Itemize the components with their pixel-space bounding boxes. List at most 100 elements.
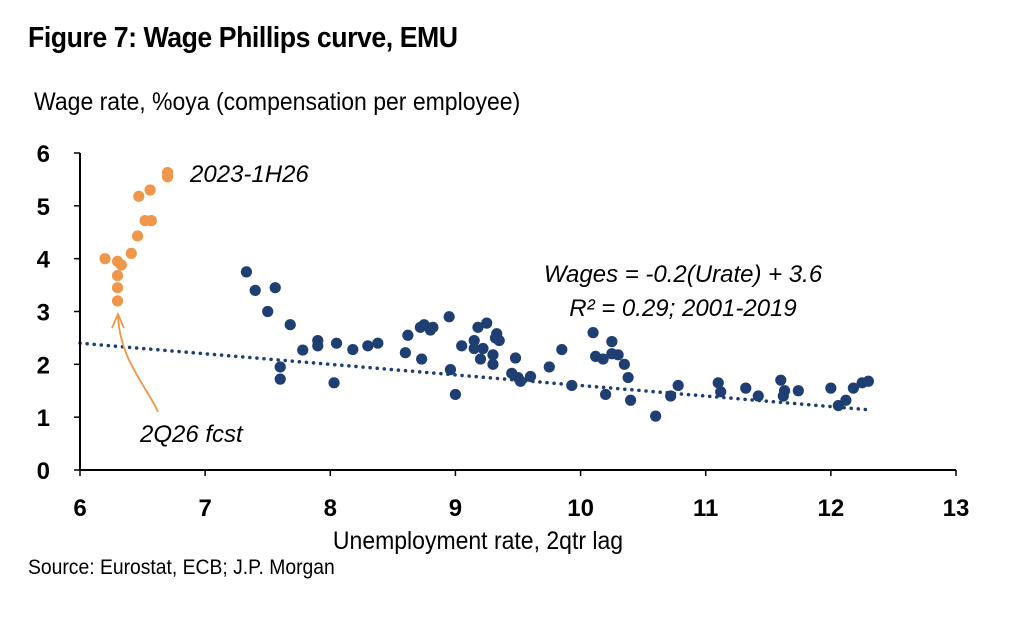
y-tick-label: 4 — [37, 247, 51, 274]
data-point-historical — [240, 266, 253, 278]
data-point-historical — [262, 305, 274, 318]
data-point-historical — [524, 370, 537, 383]
data-point-historical — [543, 361, 555, 373]
x-tick-label: 7 — [198, 495, 211, 522]
historical-points — [240, 266, 875, 422]
data-point-historical — [622, 371, 634, 384]
fcst-arrow — [117, 315, 159, 413]
data-point-historical — [468, 334, 480, 347]
r2-label: R² = 0.29; 2001-2019 — [569, 295, 797, 322]
data-point-historical — [792, 385, 804, 397]
fcst-arrow-head — [111, 311, 125, 329]
data-point-historical — [509, 352, 522, 364]
data-point-historical — [566, 379, 578, 392]
data-point-forecast — [131, 230, 144, 242]
data-point-historical — [493, 334, 505, 347]
data-point-historical — [456, 340, 468, 352]
x-tick-label: 12 — [818, 495, 845, 522]
data-point-historical — [284, 319, 296, 331]
data-point-forecast — [111, 282, 124, 294]
y-tick-label: 1 — [37, 405, 50, 432]
data-point-historical — [362, 340, 374, 352]
data-point-historical — [399, 347, 411, 359]
data-point-historical — [606, 336, 618, 348]
y-tick-label: 5 — [37, 194, 50, 221]
forecast-points — [99, 166, 174, 307]
data-point-historical — [427, 321, 439, 333]
data-point-historical — [712, 377, 724, 389]
y-axis-title: Wage rate, %oya (compensation per employ… — [34, 88, 521, 116]
x-tick-label: 6 — [73, 495, 86, 522]
data-point-historical — [347, 343, 359, 356]
trendline-group — [78, 341, 871, 412]
data-point-historical — [825, 382, 837, 394]
data-point-historical — [665, 390, 677, 402]
data-point-historical — [600, 388, 612, 401]
x-tick-label: 9 — [449, 495, 462, 522]
data-point-forecast — [111, 269, 124, 282]
data-point-forecast — [145, 215, 157, 227]
data-point-historical — [514, 375, 527, 387]
data-point-historical — [472, 321, 484, 333]
data-point-historical — [372, 337, 384, 349]
data-point-historical — [487, 349, 499, 361]
data-point-historical — [556, 343, 568, 356]
equation-label: Wages = -0.2(Urate) + 3.6 — [544, 261, 823, 288]
data-point-historical — [274, 373, 286, 385]
forecast-series-label: 2023-1H26 — [189, 161, 309, 188]
x-tick-label: 10 — [567, 495, 594, 522]
data-point-historical — [862, 375, 875, 387]
y-tick-label: 0 — [37, 458, 50, 485]
fcst-arrow-label: 2Q26 fcst — [139, 421, 244, 448]
data-point-historical — [481, 317, 493, 329]
data-point-historical — [402, 329, 414, 341]
data-point-historical — [474, 353, 487, 365]
data-point-historical — [840, 394, 852, 406]
data-point-forecast — [99, 253, 111, 265]
data-point-historical — [297, 344, 309, 356]
data-point-historical — [416, 353, 428, 365]
data-point-historical — [249, 284, 261, 296]
data-point-historical — [274, 361, 286, 373]
data-point-historical — [328, 377, 340, 389]
data-point-historical — [715, 386, 727, 398]
data-point-historical — [618, 358, 630, 370]
data-point-forecast — [162, 166, 174, 179]
source-note: Source: Eurostat, ECB; J.P. Morgan — [28, 556, 335, 579]
data-point-historical — [740, 382, 752, 394]
data-point-historical — [612, 349, 624, 361]
data-point-forecast — [111, 295, 124, 307]
data-point-historical — [443, 311, 455, 323]
data-point-historical — [468, 342, 480, 355]
data-point-forecast — [125, 247, 137, 259]
trendline — [78, 341, 871, 412]
data-point-historical — [587, 327, 599, 339]
x-tick-label: 8 — [324, 495, 337, 522]
data-point-historical — [312, 334, 324, 347]
data-point-forecast — [115, 259, 127, 271]
data-point-historical — [444, 364, 457, 376]
data-point-historical — [625, 394, 637, 406]
data-point-historical — [597, 353, 609, 365]
data-point-historical — [672, 379, 684, 392]
y-ticks: 0 1 2 3 4 5 6 — [37, 141, 80, 485]
x-tick-label: 13 — [943, 495, 970, 522]
x-axis-title: Unemployment rate, 2qtr lag — [333, 527, 623, 555]
data-point-historical — [477, 342, 489, 355]
data-point-historical — [775, 374, 787, 386]
data-point-historical — [269, 282, 281, 294]
chart-title: Figure 7: Wage Phillips curve, EMU — [28, 22, 458, 54]
x-tick-label: 11 — [693, 495, 718, 522]
data-point-forecast — [144, 184, 156, 196]
data-point-historical — [752, 390, 764, 402]
x-ticks: 6 7 8 9 10 11 12 13 — [73, 470, 969, 522]
data-point-historical — [650, 410, 662, 422]
data-point-historical — [449, 388, 462, 401]
y-tick-label: 2 — [37, 352, 50, 379]
y-tick-label: 3 — [37, 300, 50, 327]
data-point-forecast — [133, 190, 145, 202]
data-point-historical — [330, 337, 343, 349]
data-point-historical — [847, 382, 859, 394]
y-tick-label: 6 — [37, 141, 50, 168]
